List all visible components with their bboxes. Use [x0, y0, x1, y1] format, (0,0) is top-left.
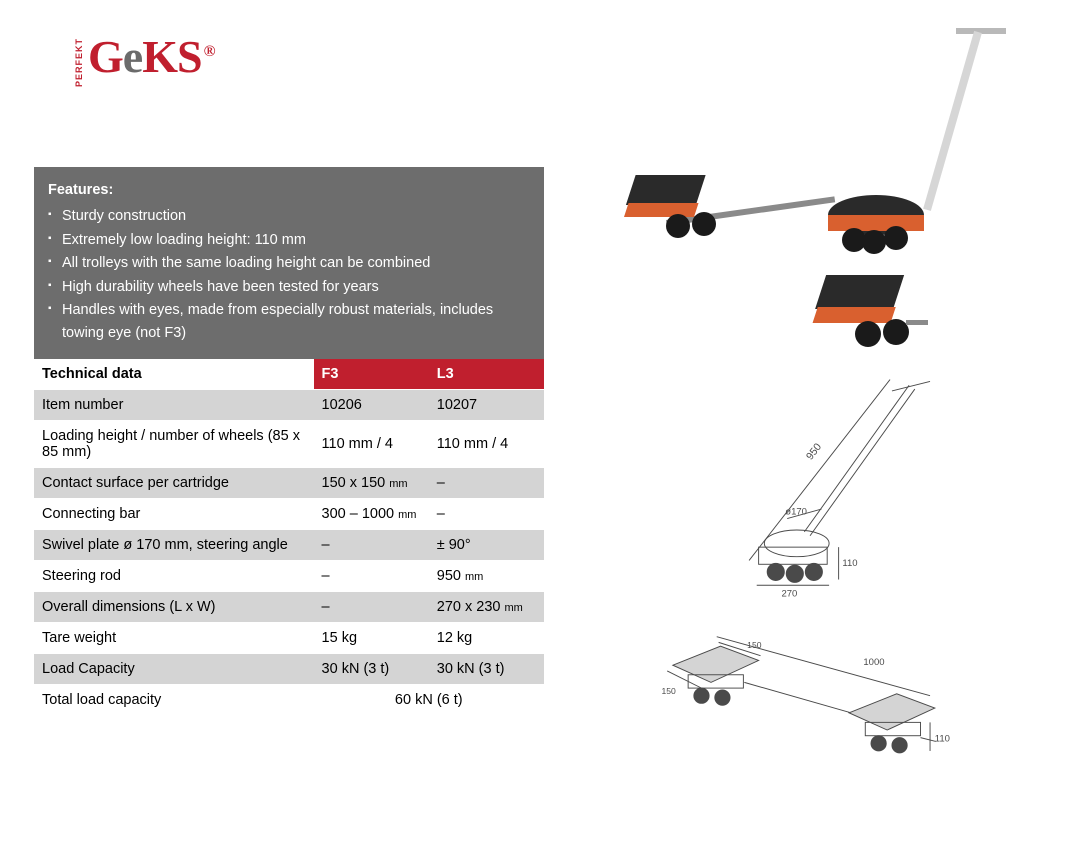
- brand-logo: PERFEKT GeKS®: [74, 30, 544, 87]
- row-value-f3: –: [314, 530, 429, 561]
- row-label: Tare weight: [34, 623, 314, 654]
- feature-item: All trolleys with the same loading heigh…: [48, 252, 530, 274]
- svg-text:950: 950: [805, 442, 825, 463]
- row-label: Total load capacity: [34, 685, 314, 716]
- table-header-label: Technical data: [34, 359, 314, 390]
- table-row: Steering rod–950 mm: [34, 561, 544, 592]
- row-label: Overall dimensions (L x W): [34, 592, 314, 623]
- row-label: Loading height / number of wheels (85 x …: [34, 421, 314, 468]
- table-row: Swivel plate ø 170 mm, steering angle–± …: [34, 530, 544, 561]
- row-label: Connecting bar: [34, 499, 314, 530]
- row-label: Swivel plate ø 170 mm, steering angle: [34, 530, 314, 561]
- table-row: Total load capacity60 kN (6 t): [34, 685, 544, 716]
- row-label: Contact surface per cartridge: [34, 468, 314, 499]
- features-title: Features:: [48, 179, 530, 201]
- row-value-f3: 30 kN (3 t): [314, 654, 429, 685]
- rear-trolley-right-illustration: [813, 275, 928, 347]
- product-photo: [596, 20, 1026, 350]
- row-value-f3: 110 mm / 4: [314, 421, 429, 468]
- table-row: Connecting bar300 – 1000 mm–: [34, 499, 544, 530]
- row-label: Item number: [34, 390, 314, 421]
- row-value-f3: –: [314, 592, 429, 623]
- svg-text:1000: 1000: [863, 657, 884, 668]
- table-row: Item number1020610207: [34, 390, 544, 421]
- row-value-merged: 60 kN (6 t): [314, 685, 544, 716]
- table-row: Overall dimensions (L x W)–270 x 230 mm: [34, 592, 544, 623]
- table-row: Loading height / number of wheels (85 x …: [34, 421, 544, 468]
- row-value-l3: 110 mm / 4: [429, 421, 544, 468]
- technical-data-table: Technical data F3 L3 Item number10206102…: [34, 359, 544, 716]
- row-value-l3: 270 x 230 mm: [429, 592, 544, 623]
- row-value-l3: –: [429, 468, 544, 499]
- row-value-l3: –: [429, 499, 544, 530]
- svg-text:ø170: ø170: [785, 507, 807, 518]
- feature-item: Extremely low loading height: 110 mm: [48, 229, 530, 251]
- table-row: Tare weight15 kg12 kg: [34, 623, 544, 654]
- row-value-l3: ± 90°: [429, 530, 544, 561]
- row-value-l3: 30 kN (3 t): [429, 654, 544, 685]
- table-row: Load Capacity30 kN (3 t)30 kN (3 t): [34, 654, 544, 685]
- row-value-f3: 15 kg: [314, 623, 429, 654]
- feature-item: Sturdy construction: [48, 205, 530, 227]
- feature-item: Handles with eyes, made from especially …: [48, 299, 530, 344]
- row-value-l3: 12 kg: [429, 623, 544, 654]
- svg-text:270: 270: [781, 589, 797, 600]
- svg-text:110: 110: [842, 558, 857, 569]
- drawing-l3: 950 ø170 270 110: [749, 380, 930, 600]
- svg-text:110: 110: [935, 733, 950, 744]
- table-header-l3: L3: [429, 359, 544, 390]
- steering-trolley-illustration: [828, 28, 1006, 254]
- row-value-f3: –: [314, 561, 429, 592]
- row-value-l3: 10207: [429, 390, 544, 421]
- drawing-f3: 1000 150 150 110: [661, 637, 950, 753]
- row-label: Load Capacity: [34, 654, 314, 685]
- features-list: Sturdy construction Extremely low loadin…: [48, 205, 530, 344]
- rear-trolley-left-illustration: [624, 175, 716, 238]
- row-value-f3: 10206: [314, 390, 429, 421]
- svg-text:150: 150: [747, 640, 762, 650]
- table-header-f3: F3: [314, 359, 429, 390]
- table-row: Contact surface per cartridge150 x 150 m…: [34, 468, 544, 499]
- row-value-f3: 300 – 1000 mm: [314, 499, 429, 530]
- row-value-f3: 150 x 150 mm: [314, 468, 429, 499]
- row-label: Steering rod: [34, 561, 314, 592]
- brand-name: GeKS®: [88, 30, 215, 83]
- brand-subline: PERFEKT: [74, 38, 84, 87]
- svg-text:150: 150: [661, 686, 676, 696]
- feature-item: High durability wheels have been tested …: [48, 276, 530, 298]
- technical-drawings: 950 ø170 270 110: [636, 370, 986, 770]
- features-panel: Features: Sturdy construction Extremely …: [34, 167, 544, 359]
- row-value-l3: 950 mm: [429, 561, 544, 592]
